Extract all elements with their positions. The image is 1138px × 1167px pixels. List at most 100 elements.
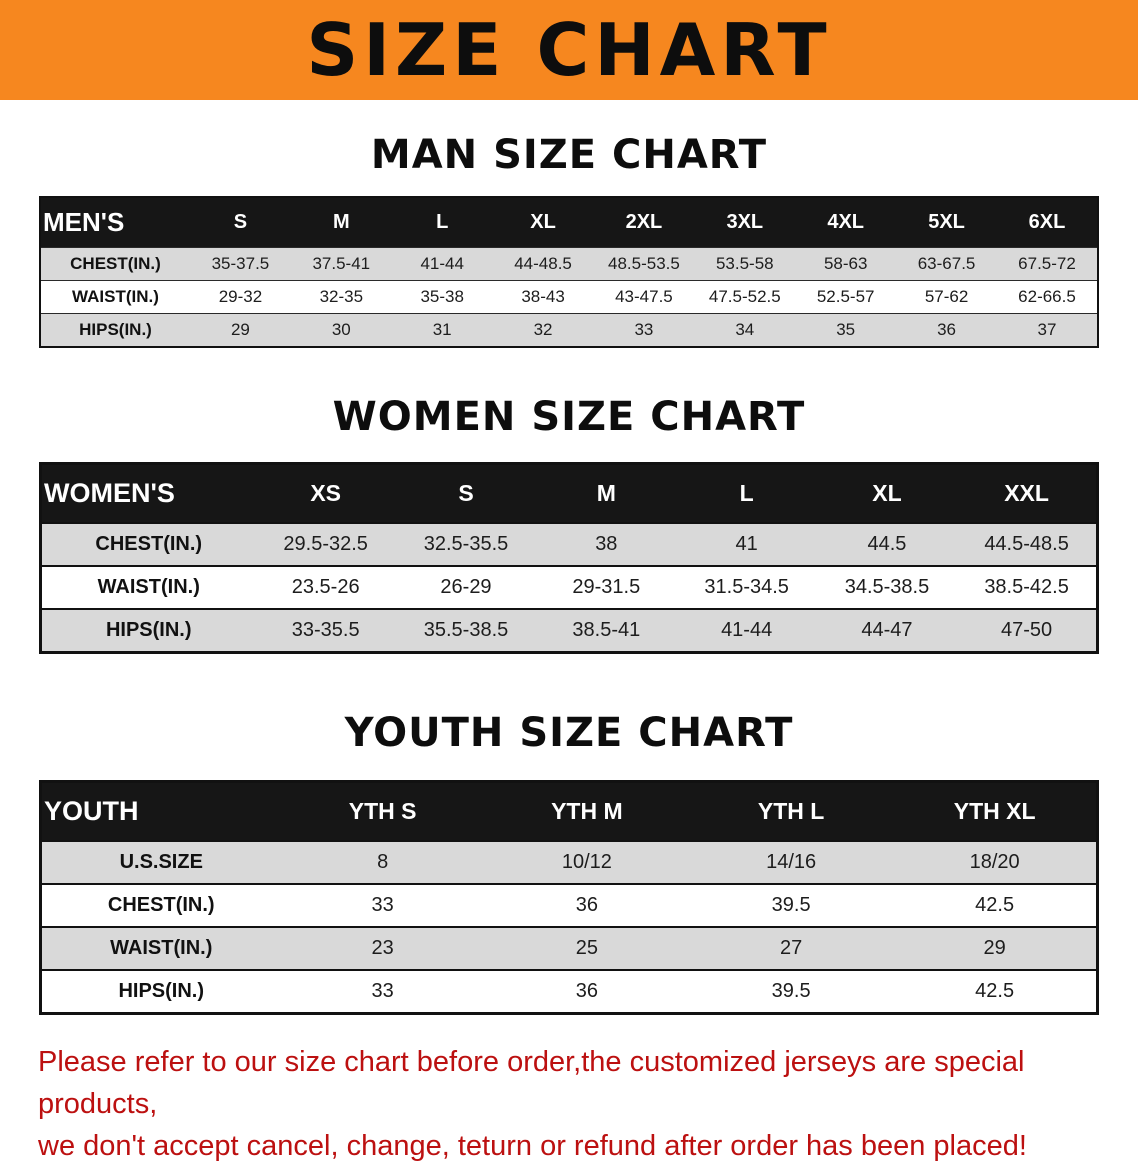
- youth-size-table: YOUTH YTH S YTH M YTH L YTH XL U.S.SIZE 8 10/12…: [39, 780, 1099, 1015]
- table-row: HIPS(IN.) 33-35.5 35.5-38.5 38.5-41 41-44 44-…: [40, 609, 1098, 653]
- table-cell: 34: [735, 320, 755, 339]
- column-header: YTH M: [551, 798, 623, 824]
- table-cell: 37: [1037, 320, 1057, 339]
- column-header: YTH L: [757, 798, 825, 824]
- size-chart-banner: SIZE CHART: [0, 0, 1138, 100]
- table-cell: 18/20: [969, 851, 1020, 873]
- table-cell: 48.5-53.5: [608, 254, 680, 273]
- table-row: HIPS(IN.) 29 30 31 32 33 34 35 36 37: [40, 313, 1098, 347]
- table-cell: 52.5-57: [816, 287, 875, 306]
- row-label: HIPS(IN.): [118, 980, 205, 1002]
- table-cell: 42.5: [975, 980, 1015, 1002]
- table-cell: 36: [575, 980, 598, 1002]
- men-size-section: MAN SIZE CHART MEN'S S M L XL 2XL 3XL 4XL 5XL 6XL…: [0, 132, 1138, 348]
- row-label: WAIST(IN.): [97, 576, 200, 598]
- row-label: WAIST(IN.): [110, 937, 213, 959]
- youth-size-section: YOUTH SIZE CHART YOUTH YTH S YTH M YTH L YTH…: [0, 710, 1138, 1015]
- column-header: 6XL: [1028, 211, 1066, 233]
- table-cell: 8: [377, 851, 389, 873]
- table-cell: 33: [634, 320, 654, 339]
- table-cell: 29-31.5: [572, 576, 641, 598]
- table-cell: 44-48.5: [514, 254, 572, 273]
- men-size-table: MEN'S S M L XL 2XL 3XL 4XL 5XL 6XL CHEST(IN.) 35-37…: [39, 196, 1099, 348]
- table-cell: 38.5-41: [572, 619, 641, 641]
- table-cell: 36: [937, 320, 957, 339]
- table-cell: 38-43: [521, 287, 565, 306]
- table-cell: 43-47.5: [615, 287, 673, 306]
- women-size-section: WOMEN SIZE CHART WOMEN'S XS S M L XL XXL CHEST(…: [0, 394, 1138, 654]
- table-cell: 44.5: [867, 533, 907, 555]
- table-cell: 35-38: [420, 287, 464, 306]
- women-size-table: WOMEN'S XS S M L XL XXL CHEST(IN.) 29.5-32.5 32.5…: [39, 462, 1099, 654]
- disclaimer-note: Please refer to our size chart before or…: [0, 1041, 1138, 1167]
- banner-title: SIZE CHART: [306, 8, 832, 92]
- column-header: YTH S: [348, 798, 417, 824]
- table-row: CHEST(IN.) 29.5-32.5 32.5-35.5 38 41 44.5 44.5…: [40, 523, 1098, 566]
- table-cell: 37.5-41: [312, 254, 371, 273]
- table-cell: 33: [371, 894, 394, 916]
- table-cell: 29.5-32.5: [283, 533, 368, 555]
- table-cell: 26-29: [440, 576, 492, 598]
- table-cell: 42.5: [975, 894, 1015, 916]
- women-chart-heading: WOMEN SIZE CHART: [332, 394, 806, 440]
- table-cell: 29-32: [218, 287, 263, 306]
- table-cell: 35: [836, 320, 856, 339]
- men-chart-heading: MAN SIZE CHART: [370, 132, 768, 178]
- column-header: XL: [872, 480, 902, 506]
- table-cell: 67.5-72: [1018, 254, 1076, 273]
- row-label: HIPS(IN.): [105, 619, 192, 641]
- table-row: U.S.SIZE 8 10/12 14/16 18/20: [40, 841, 1098, 884]
- column-header: 3XL: [726, 211, 764, 233]
- table-cell: 29: [230, 320, 250, 339]
- table-cell: 53.5-58: [715, 254, 774, 273]
- table-cell: 38: [595, 533, 618, 555]
- table-cell: 47-50: [1000, 619, 1053, 641]
- table-cell: 41-44: [420, 254, 464, 273]
- table-corner-label: YOUTH: [44, 796, 139, 826]
- table-corner-label: WOMEN'S: [44, 478, 175, 508]
- table-cell: 31: [432, 320, 452, 339]
- note-line-2: we don't accept cancel, change, teturn o…: [38, 1130, 1027, 1163]
- row-label: CHEST(IN.): [70, 254, 161, 273]
- table-cell: 32-35: [319, 287, 364, 306]
- table-cell: 36: [575, 894, 598, 916]
- column-header: L: [436, 211, 449, 233]
- column-header: S: [458, 480, 474, 506]
- table-cell: 33: [371, 980, 394, 1002]
- table-cell: 23.5-26: [291, 576, 360, 598]
- table-cell: 25: [575, 937, 598, 959]
- column-header: YTH XL: [953, 798, 1036, 824]
- table-row: WAIST(IN.) 29-32 32-35 35-38 38-43 43-47.5 47.…: [40, 280, 1098, 314]
- table-cell: 33-35.5: [291, 619, 360, 641]
- column-header: M: [332, 211, 350, 233]
- table-cell: 10/12: [561, 851, 612, 873]
- column-header: XL: [530, 211, 556, 233]
- row-label: U.S.SIZE: [119, 851, 203, 873]
- table-cell: 32: [533, 320, 553, 339]
- note-line-1: Please refer to our size chart before or…: [38, 1046, 1025, 1121]
- table-row: CHEST(IN.) 33 36 39.5 42.5: [40, 884, 1098, 927]
- row-label: WAIST(IN.): [72, 287, 159, 306]
- table-cell: 41-44: [721, 619, 773, 641]
- table-cell: 57-62: [924, 287, 969, 306]
- table-cell: 23: [371, 937, 394, 959]
- table-cell: 35-37.5: [211, 254, 270, 273]
- table-cell: 31.5-34.5: [704, 576, 789, 598]
- table-cell: 58-63: [823, 254, 868, 273]
- column-header: 5XL: [928, 211, 965, 233]
- row-label: HIPS(IN.): [79, 320, 152, 339]
- column-header: 4XL: [827, 211, 865, 233]
- column-header: XXL: [1004, 480, 1049, 506]
- table-cell: 35.5-38.5: [423, 619, 509, 641]
- youth-chart-heading: YOUTH SIZE CHART: [344, 710, 794, 756]
- table-cell: 30: [331, 320, 351, 339]
- row-label: CHEST(IN.): [107, 894, 215, 916]
- column-header: 2XL: [625, 211, 663, 233]
- table-row: CHEST(IN.) 35-37.5 37.5-41 41-44 44-48.5 48.5…: [40, 247, 1098, 281]
- table-cell: 44.5-48.5: [984, 533, 1069, 555]
- column-header: L: [739, 480, 754, 506]
- table-cell: 41: [735, 533, 758, 555]
- column-header: M: [596, 480, 616, 506]
- table-header-row: WOMEN'S XS S M L XL XXL: [40, 463, 1098, 523]
- row-label: CHEST(IN.): [95, 533, 203, 555]
